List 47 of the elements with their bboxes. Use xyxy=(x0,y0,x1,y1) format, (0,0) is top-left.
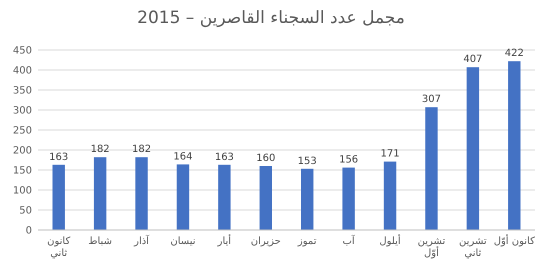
y-tick-label: 50 xyxy=(19,206,32,216)
x-tick-label: كانون أوّل xyxy=(494,236,535,248)
bar xyxy=(300,168,314,230)
data-label: 422 xyxy=(504,48,524,60)
data-label: 182 xyxy=(90,144,110,156)
bar xyxy=(508,61,521,230)
y-tick-label: 350 xyxy=(12,86,32,96)
bar xyxy=(425,107,438,230)
y-tick-label: 150 xyxy=(12,166,32,176)
data-label: 156 xyxy=(339,154,358,166)
bar xyxy=(466,67,480,230)
x-tick-label: نيسان xyxy=(169,236,197,248)
y-tick-label: 400 xyxy=(12,66,32,76)
data-label: 407 xyxy=(463,54,482,66)
x-tick-label: أيار xyxy=(216,236,232,248)
y-tick-label: 450 xyxy=(12,46,32,56)
bar xyxy=(176,164,190,230)
x-tick-label: آذار xyxy=(132,236,150,248)
bar xyxy=(384,162,396,230)
bar xyxy=(218,164,231,230)
y-tick-label: 200 xyxy=(12,146,32,156)
data-label: 164 xyxy=(173,151,193,162)
data-label: 163 xyxy=(214,152,234,163)
x-tick-label: شباط xyxy=(87,236,113,248)
data-label: 182 xyxy=(132,144,152,156)
bar xyxy=(135,157,148,230)
data-label: 153 xyxy=(298,156,317,167)
data-label: 307 xyxy=(422,94,442,106)
x-tick-label: تموز xyxy=(296,236,318,248)
x-tick-label: كانون ثاني xyxy=(46,236,72,260)
chart-title: مجمل عدد السجناء القاصرين – 2015 xyxy=(136,8,406,28)
x-tick-label: تشرين أوّل xyxy=(416,236,446,260)
y-tick-label: 100 xyxy=(12,186,32,196)
data-label: 163 xyxy=(49,152,68,163)
bar xyxy=(52,164,65,230)
x-tick-label: تشرين ثاني xyxy=(458,236,488,260)
y-tick-label: 0 xyxy=(26,226,32,236)
bar xyxy=(342,168,355,230)
y-tick-label: 250 xyxy=(12,126,32,136)
x-tick-label: أيلول xyxy=(378,236,402,248)
bar xyxy=(260,166,272,230)
data-label: 171 xyxy=(380,148,400,160)
data-label: 160 xyxy=(256,153,276,164)
bar xyxy=(94,157,106,230)
x-tick-label: حزيران xyxy=(250,236,282,248)
y-tick-label: 300 xyxy=(12,106,32,116)
x-tick-label: آب xyxy=(342,236,356,248)
